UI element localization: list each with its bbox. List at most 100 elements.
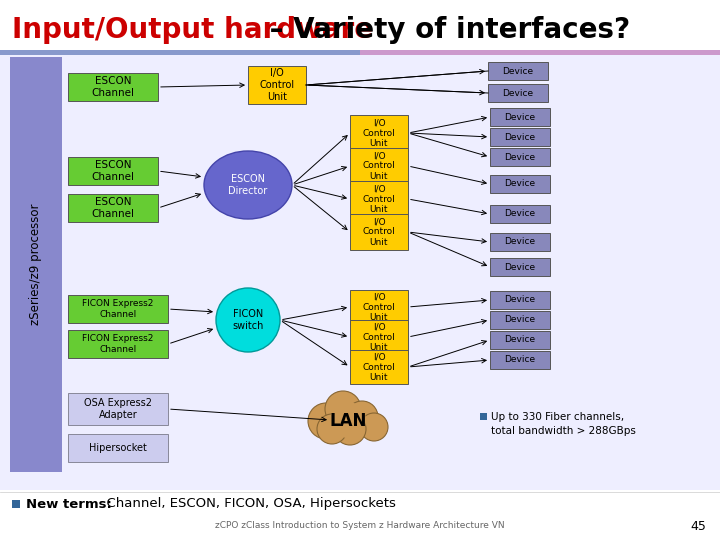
FancyBboxPatch shape <box>89 50 90 55</box>
FancyBboxPatch shape <box>350 115 408 151</box>
FancyBboxPatch shape <box>68 157 158 185</box>
FancyBboxPatch shape <box>617 50 618 55</box>
FancyBboxPatch shape <box>227 50 228 55</box>
FancyBboxPatch shape <box>114 50 115 55</box>
FancyBboxPatch shape <box>101 50 102 55</box>
FancyBboxPatch shape <box>583 50 584 55</box>
FancyBboxPatch shape <box>128 50 129 55</box>
FancyBboxPatch shape <box>274 50 275 55</box>
Text: ESCON
Channel: ESCON Channel <box>91 76 135 98</box>
FancyBboxPatch shape <box>74 50 75 55</box>
FancyBboxPatch shape <box>139 50 140 55</box>
FancyBboxPatch shape <box>582 50 583 55</box>
Text: Device: Device <box>505 355 536 364</box>
FancyBboxPatch shape <box>372 50 373 55</box>
Text: LAN: LAN <box>329 412 366 430</box>
FancyBboxPatch shape <box>279 50 280 55</box>
FancyBboxPatch shape <box>621 50 622 55</box>
FancyBboxPatch shape <box>574 50 575 55</box>
FancyBboxPatch shape <box>259 50 260 55</box>
FancyBboxPatch shape <box>717 50 718 55</box>
FancyBboxPatch shape <box>301 50 302 55</box>
FancyBboxPatch shape <box>325 50 326 55</box>
FancyBboxPatch shape <box>261 50 262 55</box>
Text: ESCON
Channel: ESCON Channel <box>91 160 135 182</box>
FancyBboxPatch shape <box>200 50 201 55</box>
FancyBboxPatch shape <box>390 50 391 55</box>
FancyBboxPatch shape <box>501 50 502 55</box>
FancyBboxPatch shape <box>492 50 493 55</box>
FancyBboxPatch shape <box>707 50 708 55</box>
FancyBboxPatch shape <box>177 50 178 55</box>
FancyBboxPatch shape <box>22 50 23 55</box>
FancyBboxPatch shape <box>428 50 429 55</box>
FancyBboxPatch shape <box>470 50 471 55</box>
FancyBboxPatch shape <box>345 50 346 55</box>
FancyBboxPatch shape <box>269 50 270 55</box>
FancyBboxPatch shape <box>161 50 162 55</box>
Text: Input/Output hardware: Input/Output hardware <box>12 16 373 44</box>
FancyBboxPatch shape <box>561 50 562 55</box>
FancyBboxPatch shape <box>556 50 557 55</box>
FancyBboxPatch shape <box>469 50 470 55</box>
FancyBboxPatch shape <box>222 50 223 55</box>
FancyBboxPatch shape <box>456 50 457 55</box>
FancyBboxPatch shape <box>659 50 660 55</box>
FancyBboxPatch shape <box>387 50 388 55</box>
FancyBboxPatch shape <box>33 50 34 55</box>
FancyBboxPatch shape <box>246 50 247 55</box>
FancyBboxPatch shape <box>192 50 193 55</box>
FancyBboxPatch shape <box>288 50 289 55</box>
FancyBboxPatch shape <box>610 50 611 55</box>
FancyBboxPatch shape <box>326 50 327 55</box>
Text: I/O
Control
Unit: I/O Control Unit <box>363 151 395 181</box>
FancyBboxPatch shape <box>415 50 416 55</box>
FancyBboxPatch shape <box>360 50 720 55</box>
FancyBboxPatch shape <box>611 50 612 55</box>
FancyBboxPatch shape <box>477 50 478 55</box>
Text: Device: Device <box>505 315 536 325</box>
FancyBboxPatch shape <box>564 50 565 55</box>
FancyBboxPatch shape <box>384 50 385 55</box>
FancyBboxPatch shape <box>455 50 456 55</box>
FancyBboxPatch shape <box>105 50 106 55</box>
FancyBboxPatch shape <box>484 50 485 55</box>
FancyBboxPatch shape <box>498 50 499 55</box>
FancyBboxPatch shape <box>576 50 577 55</box>
FancyBboxPatch shape <box>100 50 101 55</box>
FancyBboxPatch shape <box>500 50 501 55</box>
FancyBboxPatch shape <box>662 50 663 55</box>
FancyBboxPatch shape <box>393 50 394 55</box>
FancyBboxPatch shape <box>511 50 512 55</box>
FancyBboxPatch shape <box>20 50 21 55</box>
FancyBboxPatch shape <box>2 50 3 55</box>
FancyBboxPatch shape <box>134 50 135 55</box>
FancyBboxPatch shape <box>182 50 183 55</box>
FancyBboxPatch shape <box>719 50 720 55</box>
FancyBboxPatch shape <box>310 50 311 55</box>
FancyBboxPatch shape <box>298 50 299 55</box>
FancyBboxPatch shape <box>126 50 127 55</box>
FancyBboxPatch shape <box>646 50 647 55</box>
FancyBboxPatch shape <box>652 50 653 55</box>
FancyBboxPatch shape <box>58 50 59 55</box>
FancyBboxPatch shape <box>68 330 168 358</box>
FancyBboxPatch shape <box>604 50 605 55</box>
FancyBboxPatch shape <box>53 50 54 55</box>
FancyBboxPatch shape <box>448 50 449 55</box>
FancyBboxPatch shape <box>542 50 543 55</box>
FancyBboxPatch shape <box>636 50 637 55</box>
FancyBboxPatch shape <box>634 50 635 55</box>
FancyBboxPatch shape <box>137 50 138 55</box>
FancyBboxPatch shape <box>164 50 165 55</box>
FancyBboxPatch shape <box>133 50 134 55</box>
FancyBboxPatch shape <box>665 50 666 55</box>
FancyBboxPatch shape <box>283 50 284 55</box>
FancyBboxPatch shape <box>6 50 7 55</box>
FancyBboxPatch shape <box>4 50 5 55</box>
FancyBboxPatch shape <box>553 50 554 55</box>
FancyBboxPatch shape <box>680 50 681 55</box>
FancyBboxPatch shape <box>413 50 414 55</box>
FancyBboxPatch shape <box>255 50 256 55</box>
FancyBboxPatch shape <box>248 66 306 104</box>
